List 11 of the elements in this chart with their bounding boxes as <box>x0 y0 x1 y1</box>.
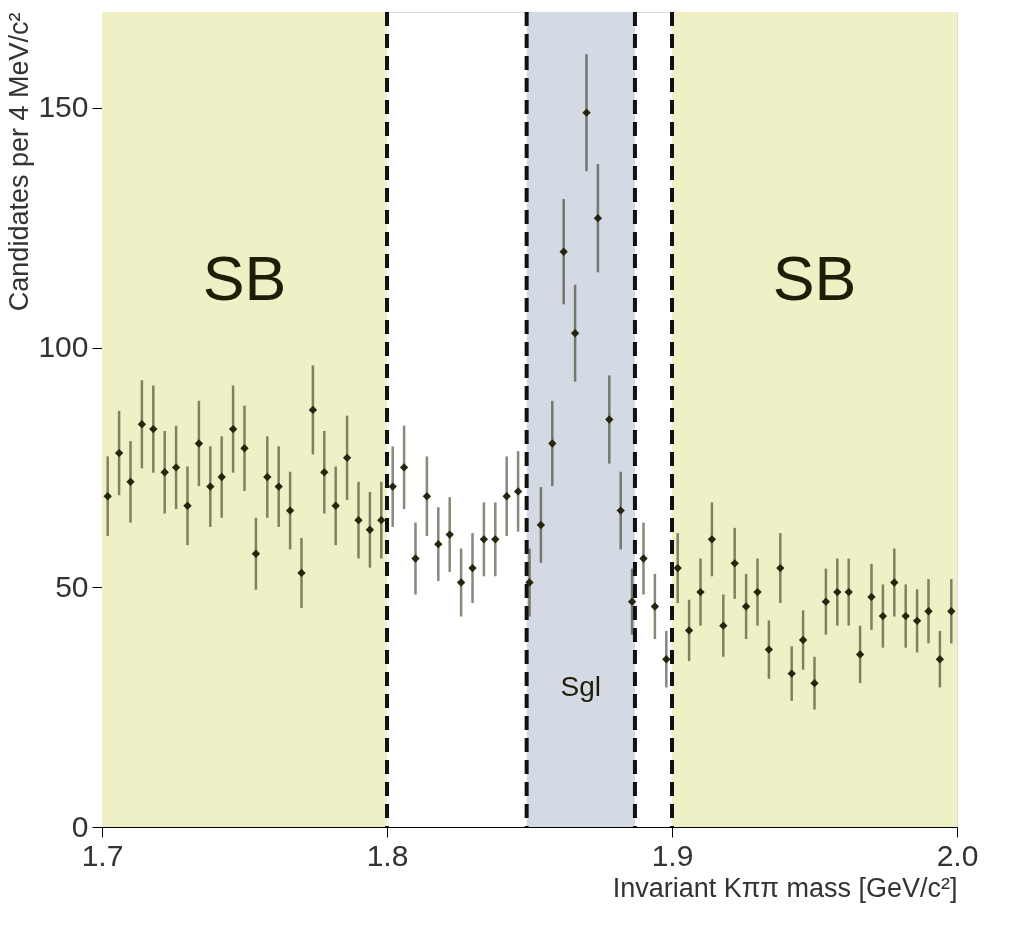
band-label: SB <box>772 242 857 313</box>
x-axis-title: Invariant Kππ mass [GeV/c²] <box>612 872 958 903</box>
y-axis-title: Candidates per 4 MeV/c² <box>4 12 35 312</box>
y-tick-label: 50 <box>55 569 89 603</box>
y-tick-label: 150 <box>38 90 89 124</box>
band-label: Sgl <box>560 671 602 703</box>
x-tick-label: 2.0 <box>936 838 979 872</box>
x-tick-label: 1.9 <box>651 838 694 872</box>
band-label: SB <box>202 242 287 313</box>
x-tick-label: 1.8 <box>366 838 409 872</box>
y-tick-label: 100 <box>38 330 89 364</box>
